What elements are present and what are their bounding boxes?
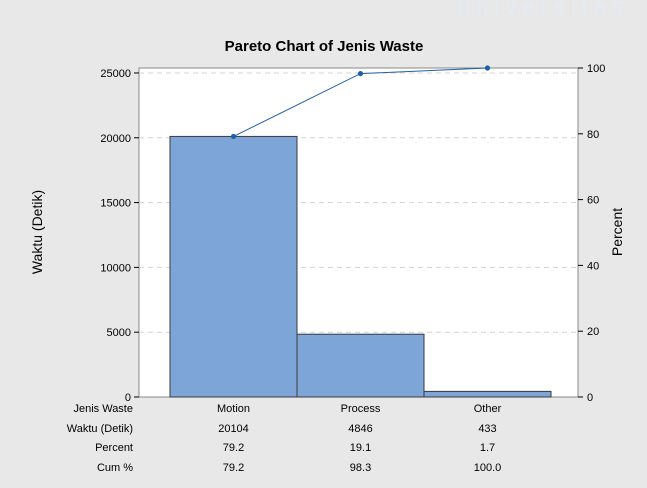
y-tick-label: 10000: [100, 262, 131, 274]
y-tick-label: 5000: [107, 327, 131, 339]
y-tick-label: 15000: [100, 198, 131, 210]
table-cell: 1.7: [480, 442, 495, 454]
cumulative-point: [357, 70, 364, 77]
y2-tick-label: 40: [587, 260, 599, 272]
table-cell: Motion: [217, 403, 250, 415]
table-row-label: Percent: [95, 442, 133, 454]
table-cell: 20104: [218, 423, 249, 435]
data-table: Jenis Waste Motion Process Other Waktu (Deti…: [67, 403, 502, 474]
watermark: universitas: [457, 0, 629, 19]
y2-tick-label: 20: [587, 326, 599, 338]
cumulative-line-group: [230, 65, 491, 140]
cumulative-point: [484, 65, 491, 71]
axes: 0 5000 10000 15000 20000 25000 0 20 40 60 80 100: [100, 63, 605, 404]
table-row-label: Jenis Waste: [73, 403, 133, 415]
bars: [169, 135, 552, 398]
y2-tick-label: 100: [587, 63, 605, 75]
y-axis-label: Waktu (Detik): [29, 190, 45, 274]
y2-tick-label: 60: [587, 195, 599, 207]
table-cell: 4846: [348, 423, 372, 435]
y2-tick-label: 80: [587, 129, 599, 141]
y2-axis-label: Percent: [609, 208, 625, 256]
y-tick-label: 25000: [100, 68, 131, 80]
table-row-label: Cum %: [97, 462, 133, 474]
cumulative-point: [230, 133, 237, 140]
y-tick-label: 20000: [100, 133, 131, 145]
table-row-label: Waktu (Detik): [67, 423, 133, 435]
table-cell: 433: [478, 423, 496, 435]
y-tick-label: 0: [125, 392, 131, 404]
chart-title: Pareto Chart of Jenis Waste: [225, 38, 424, 55]
bar: [423, 390, 552, 398]
table-cell: Process: [341, 403, 381, 415]
table-cell: 100.0: [474, 462, 502, 474]
table-cell: 98.3: [350, 462, 371, 474]
y2-tick-label: 0: [587, 392, 593, 404]
bar: [296, 333, 425, 398]
table-cell: Other: [474, 403, 502, 415]
bar: [169, 135, 298, 398]
table-cell: 19.1: [350, 442, 371, 454]
table-cell: 79.2: [223, 462, 244, 474]
table-cell: 79.2: [223, 442, 244, 454]
